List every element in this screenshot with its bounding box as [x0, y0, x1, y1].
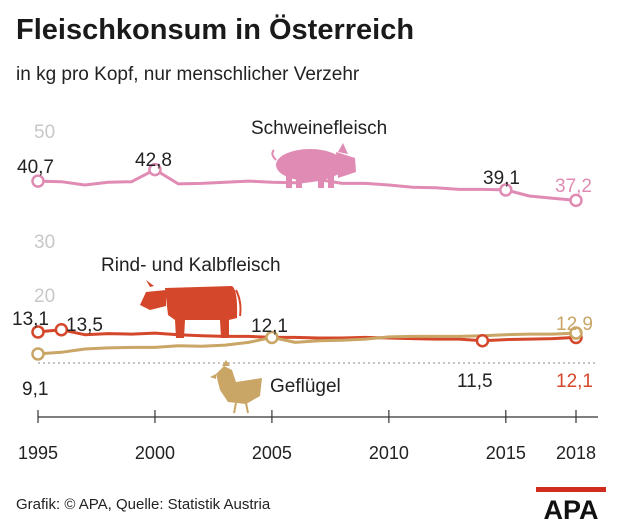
- label-beef-1996: 13,5: [66, 315, 103, 336]
- label-pork-2015: 39,1: [483, 168, 520, 189]
- marker-schweinefleisch-1995: [31, 174, 45, 188]
- marker-gefluegel-2005: [265, 330, 279, 345]
- label-beef-2018: 12,1: [556, 371, 593, 392]
- label-poultry-2005: 12,1: [251, 316, 288, 337]
- x-tick-label-2015: 2015: [486, 443, 526, 463]
- x-tick-label-1995: 1995: [18, 443, 58, 463]
- marker-gefluegel-1995: [31, 347, 45, 361]
- data-point-markers: [31, 162, 583, 361]
- x-tick-label-2018: 2018: [556, 443, 596, 463]
- marker-gefluegel-2018: [569, 326, 583, 340]
- y-tick-20: 20: [34, 286, 55, 307]
- marker-schweinefleisch-2015: [499, 183, 513, 197]
- series-name-rind-kalbfleisch: Rind- und Kalbfleisch: [101, 255, 281, 276]
- label-poultry-1995: 9,1: [22, 379, 48, 400]
- marker-rind-kalbfleisch-2014: [475, 334, 490, 348]
- series-line-schweinefleisch: [37, 168, 577, 202]
- marker-schweinefleisch-2018: [569, 193, 583, 208]
- label-beef-2014: 11,5: [457, 371, 493, 392]
- marker-schweinefleisch-2000: [148, 162, 162, 177]
- chicken-icon: [210, 360, 262, 414]
- source-credit: Grafik: © APA, Quelle: Statistik Austria: [16, 496, 271, 513]
- marker-rind-kalbfleisch-1995: [31, 325, 45, 339]
- chart-title: Fleischkonsum in Österreich: [16, 14, 415, 46]
- svg-text:APA: APA: [543, 495, 598, 521]
- label-beef-1995: 13,1: [12, 309, 49, 330]
- marker-rind-kalbfleisch-1996: [54, 323, 69, 337]
- y-tick-50: 50: [34, 122, 55, 143]
- x-tick-label-2010: 2010: [369, 443, 409, 463]
- series-name-schweinefleisch: Schweinefleisch: [251, 118, 387, 139]
- pig-icon: [271, 143, 356, 188]
- y-tick-30: 30: [34, 232, 55, 253]
- x-tick-label-2000: 2000: [135, 443, 175, 463]
- x-tick-label-2005: 2005: [252, 443, 292, 463]
- chart-subtitle: in kg pro Kopf, nur menschlicher Verzehr: [16, 64, 360, 85]
- label-pork-2000: 42,8: [135, 150, 172, 171]
- label-poultry-2018: 12,9: [556, 314, 593, 335]
- label-pork-2018: 37,2: [555, 176, 592, 197]
- cow-icon: [140, 280, 242, 338]
- label-pork-1995: 40,7: [17, 157, 54, 178]
- series-name-gefluegel: Geflügel: [270, 376, 341, 397]
- apa-logo: APA: [536, 487, 606, 521]
- x-axis-ticks: 1995 2000 2005 2010 2015 2018: [18, 410, 596, 463]
